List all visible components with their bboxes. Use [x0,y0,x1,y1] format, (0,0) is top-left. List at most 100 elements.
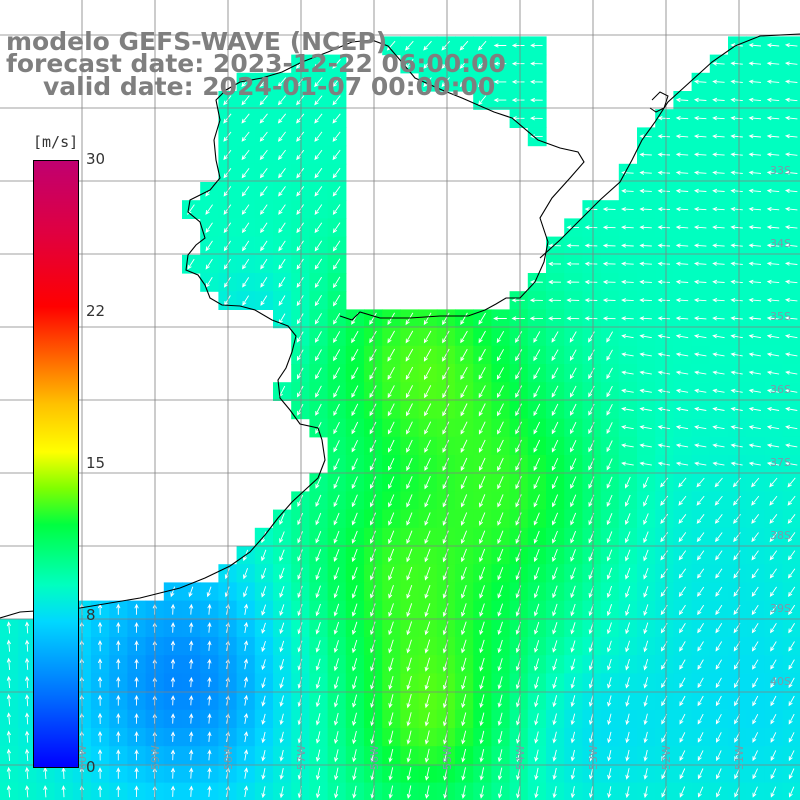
wind-arrow [406,785,412,799]
wind-arrow [479,730,485,745]
wind-arrow [461,694,467,709]
wind-arrow [424,439,432,453]
wind-arrow [278,258,286,270]
wind-arrow [369,421,377,435]
wind-arrow [279,749,284,762]
wind-arrow [460,421,468,435]
wind-arrow [643,513,649,525]
wind-arrow [461,767,466,781]
wind-arrow [442,566,449,581]
wind-arrow [639,388,652,393]
wind-arrow [461,639,467,654]
wind-arrow [752,677,759,688]
wind-arrow [712,79,725,84]
wind-arrow [675,316,689,321]
wind-arrow [6,675,11,689]
wind-arrow [388,458,395,471]
wind-arrow [170,785,176,797]
wind-arrow [170,622,176,633]
wind-arrow [369,439,377,453]
wind-arrow [766,243,780,248]
wind-arrow [570,549,576,562]
wind-arrow [315,549,322,562]
wind-arrow [602,243,616,248]
wind-arrow [570,603,576,617]
colorbar-tick-30: 30 [86,150,106,168]
wind-arrow [388,694,394,709]
wind-arrow [259,95,268,106]
wind-arrow [785,406,798,412]
wind-arrow [693,243,707,248]
wind-arrow [351,494,358,508]
wind-arrow [606,458,613,471]
wind-arrow [584,298,598,303]
wind-arrow [748,443,761,448]
wind-arrow [424,730,430,745]
wind-arrow [189,603,194,615]
wind-arrow [243,586,248,598]
wind-arrow [766,261,780,266]
wind-arrow [516,785,521,799]
wind-arrow [369,458,377,471]
longitude-label: 58W [222,745,235,770]
wind-arrow [730,406,743,412]
wind-arrow [697,750,704,762]
wind-arrow [315,785,321,799]
wind-arrow [607,695,612,707]
wind-arrow [424,403,432,417]
wind-arrow [207,640,212,651]
wind-arrow [259,168,268,179]
wind-arrow [679,623,686,634]
wind-arrow [297,512,304,526]
wind-arrow [785,388,798,393]
wind-arrow [277,131,286,142]
wind-arrow [643,476,649,489]
wind-arrow [241,131,250,142]
wind-arrow [552,786,557,799]
wind-arrow [479,603,485,617]
wind-arrow [278,168,286,179]
wind-arrow [751,514,760,524]
wind-arrow [332,276,341,289]
wind-arrow [278,313,286,325]
wind-arrow [424,693,430,709]
wind-arrow [332,167,341,179]
wind-arrow [296,313,304,325]
wind-arrow [639,370,652,375]
wind-arrow [696,514,705,524]
wind-arrow [693,297,707,303]
wind-arrow [606,331,613,343]
wind-arrow [606,640,612,653]
wind-arrow [261,604,267,616]
wind-arrow [657,134,671,139]
wind-arrow [332,131,341,142]
wind-arrow [460,385,468,399]
wind-arrow [529,316,544,321]
wind-arrow [515,349,523,362]
wind-arrow [551,367,559,380]
wind-arrow [333,440,340,453]
wind-arrow [297,403,304,416]
wind-arrow [569,367,577,380]
wind-arrow [788,659,795,670]
wind-arrow [712,243,725,248]
wind-arrow [730,225,743,230]
wind-arrow [134,640,139,651]
wind-arrow [660,532,669,543]
wind-arrow [730,316,743,321]
wind-arrow [493,316,507,321]
wind-arrow [693,170,707,175]
wind-arrow [279,585,285,598]
wind-arrow [242,258,250,270]
wind-arrow [278,295,286,307]
wind-arrow [766,388,780,393]
wind-arrow [625,531,631,544]
wind-arrow [606,385,613,398]
wind-arrow [134,731,139,743]
wind-arrow [369,512,377,526]
wind-arrow [552,640,558,653]
wind-arrow [625,567,631,580]
wind-arrow [675,334,689,339]
wind-arrow [460,366,468,380]
